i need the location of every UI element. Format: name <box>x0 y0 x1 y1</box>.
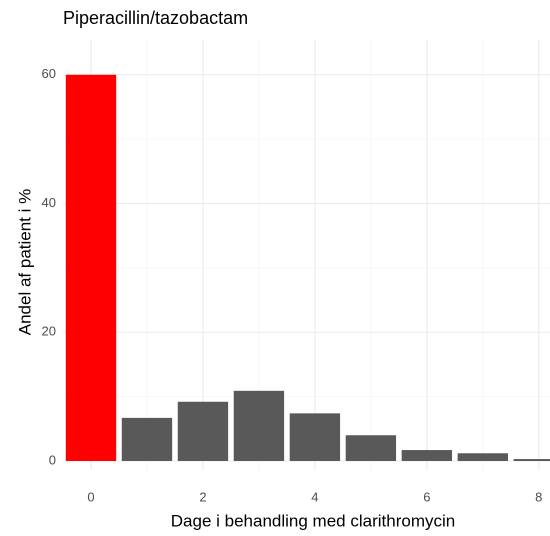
x-tick-label: 2 <box>199 489 206 504</box>
x-tick-label: 4 <box>311 489 318 504</box>
x-tick-label: 8 <box>535 489 542 504</box>
y-tick-label: 40 <box>42 195 56 210</box>
x-axis-title: Dage i behandling med clarithromycin <box>171 511 455 530</box>
bar <box>65 74 117 461</box>
bar <box>401 450 453 461</box>
bar <box>177 401 229 461</box>
y-tick-label: 60 <box>42 66 56 81</box>
bar <box>513 459 550 461</box>
x-tick-label: 0 <box>87 489 94 504</box>
chart-title: Piperacillin/tazobactam <box>63 8 248 28</box>
bar <box>289 413 341 461</box>
y-tick-label: 20 <box>42 324 56 339</box>
bar <box>345 435 397 461</box>
y-axis-title: Andel af patient i % <box>15 189 34 335</box>
bar <box>233 390 285 461</box>
bar <box>121 417 173 461</box>
y-tick-label: 0 <box>49 452 56 467</box>
bar <box>457 453 509 461</box>
x-tick-label: 6 <box>423 489 430 504</box>
